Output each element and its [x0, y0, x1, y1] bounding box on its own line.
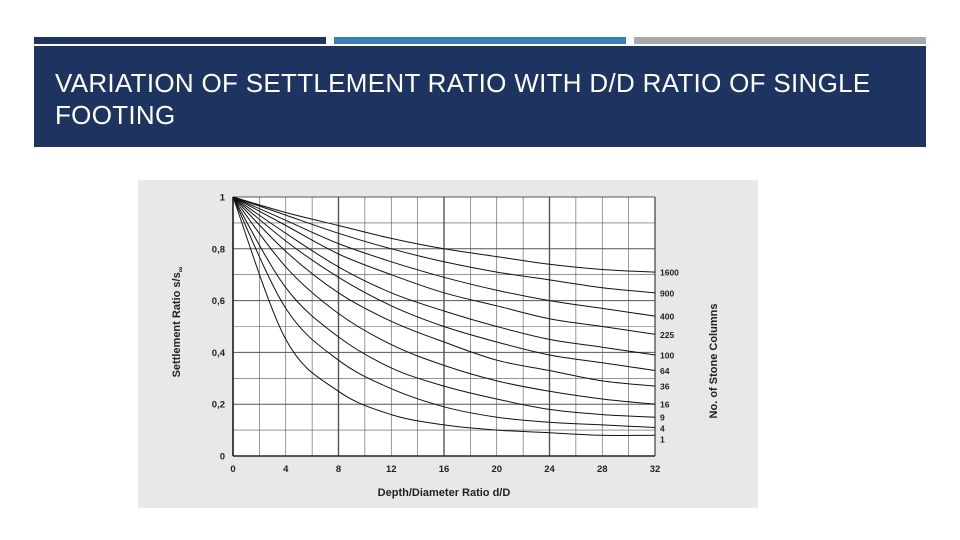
y-tick-label: 0,6	[212, 296, 225, 307]
x-tick-label: 8	[336, 464, 341, 475]
series-line-9	[232, 196, 656, 418]
series-end-label-9: 9	[660, 413, 665, 423]
series-end-label-400: 400	[660, 312, 674, 322]
x-tick-label: 28	[597, 464, 608, 475]
axes	[232, 197, 655, 457]
chart-panel: 0 4 8 12 16 20 24 28 32 0 0,2 0,4 0,6 0,8 1 1600 900 400…	[138, 180, 758, 508]
y-axis-title: Settlement Ratio s/s∞	[171, 266, 185, 377]
right-axis-title: No. of Stone Columns	[708, 304, 720, 419]
series-line-1	[232, 196, 656, 436]
x-tick-label: 16	[439, 464, 450, 475]
series-line-400	[232, 196, 656, 317]
x-tick-label: 20	[491, 464, 502, 475]
series-end-label-64: 64	[660, 366, 670, 376]
series-end-label-1: 1	[660, 435, 665, 445]
series-line-36	[232, 196, 656, 387]
x-tick-label: 24	[544, 464, 555, 475]
series-line-225	[232, 196, 656, 335]
y-tick-label: 1	[220, 193, 226, 204]
series-end-label-36: 36	[660, 382, 670, 392]
series-end-label-1600: 1600	[660, 268, 679, 278]
accent-bar-blue	[334, 37, 626, 44]
x-tick-label: 4	[283, 464, 289, 475]
y-tick-label: 0,4	[212, 348, 226, 359]
y-tick-label: 0,8	[212, 244, 225, 255]
x-tick-label: 0	[230, 464, 235, 475]
series-end-label-225: 225	[660, 330, 674, 340]
y-tick-label: 0,2	[212, 400, 225, 411]
series-line-64	[232, 196, 656, 371]
series-line-100	[232, 196, 656, 356]
title-band: VARIATION OF SETTLEMENT RATIO WITH D/D R…	[34, 46, 926, 147]
series-end-label-16: 16	[660, 400, 670, 410]
series-end-label-100: 100	[660, 350, 674, 360]
tick-labels: 0 4 8 12 16 20 24 28 32 0 0,2 0,4 0,6 0,8 1	[212, 193, 661, 476]
x-tick-label: 32	[650, 464, 661, 475]
settlement-chart: 0 4 8 12 16 20 24 28 32 0 0,2 0,4 0,6 0,8 1 1600 900 400…	[138, 180, 758, 508]
series-end-labels: 1600 900 400 225 100 64 36 16 941	[660, 268, 679, 445]
series-end-label-900: 900	[660, 288, 674, 298]
y-tick-label: 0	[220, 452, 225, 463]
accent-bar-gray	[634, 37, 926, 44]
series-line-4	[232, 196, 656, 428]
accent-bar-navy	[34, 37, 326, 44]
grid-lines	[232, 196, 656, 457]
y-axis-title-subscript: ∞	[176, 266, 185, 272]
series-end-label-4: 4	[660, 424, 665, 434]
series-line-900	[232, 196, 656, 294]
series-lines	[232, 196, 656, 436]
x-tick-label: 12	[386, 464, 397, 475]
y-axis-title-main: Settlement Ratio s/s	[171, 272, 183, 377]
slide-title: VARIATION OF SETTLEMENT RATIO WITH D/D R…	[55, 68, 871, 130]
series-line-1600	[232, 196, 656, 273]
series-line-16	[232, 196, 656, 405]
x-axis-title: Depth/Diameter Ratio d/D	[378, 487, 511, 499]
